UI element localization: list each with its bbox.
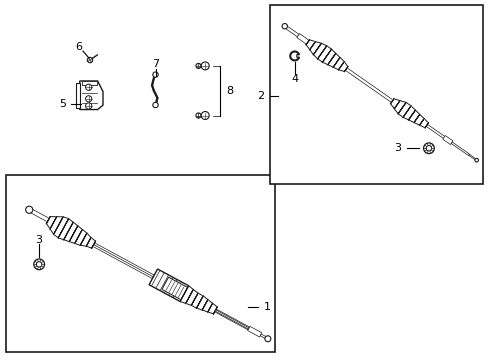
Text: 8: 8 bbox=[226, 86, 233, 96]
Bar bbox=[6, 175, 275, 352]
Circle shape bbox=[34, 259, 45, 270]
Polygon shape bbox=[328, 53, 336, 65]
Polygon shape bbox=[196, 296, 203, 308]
Polygon shape bbox=[247, 327, 262, 337]
Circle shape bbox=[87, 57, 93, 63]
Polygon shape bbox=[186, 289, 193, 303]
Polygon shape bbox=[306, 40, 310, 45]
Polygon shape bbox=[414, 114, 420, 122]
Polygon shape bbox=[344, 67, 348, 72]
Polygon shape bbox=[58, 219, 69, 238]
Polygon shape bbox=[419, 119, 424, 125]
Polygon shape bbox=[403, 106, 411, 117]
Polygon shape bbox=[47, 217, 50, 224]
Text: 6: 6 bbox=[75, 42, 82, 52]
Circle shape bbox=[86, 103, 92, 109]
Polygon shape bbox=[398, 103, 406, 114]
Text: 5: 5 bbox=[59, 99, 66, 109]
Circle shape bbox=[475, 158, 478, 162]
Polygon shape bbox=[310, 41, 316, 50]
Polygon shape bbox=[306, 40, 348, 72]
Text: 7: 7 bbox=[152, 59, 159, 69]
Circle shape bbox=[201, 62, 209, 70]
Polygon shape bbox=[260, 334, 269, 339]
Text: 3: 3 bbox=[36, 234, 43, 244]
Polygon shape bbox=[28, 208, 49, 222]
Text: 1: 1 bbox=[264, 302, 271, 312]
Polygon shape bbox=[86, 238, 91, 246]
Polygon shape bbox=[391, 99, 394, 104]
Circle shape bbox=[25, 206, 33, 213]
Polygon shape bbox=[149, 269, 189, 301]
Text: 4: 4 bbox=[291, 74, 298, 84]
Polygon shape bbox=[80, 81, 103, 109]
Circle shape bbox=[265, 336, 271, 342]
Polygon shape bbox=[75, 229, 82, 243]
Polygon shape bbox=[69, 226, 78, 242]
Polygon shape bbox=[80, 233, 87, 245]
Polygon shape bbox=[322, 49, 332, 62]
Text: 2: 2 bbox=[257, 91, 264, 101]
Text: 3: 3 bbox=[394, 143, 401, 153]
Polygon shape bbox=[314, 43, 321, 55]
Polygon shape bbox=[339, 62, 344, 70]
Polygon shape bbox=[162, 277, 188, 300]
Polygon shape bbox=[426, 124, 447, 140]
Polygon shape bbox=[345, 68, 393, 103]
Polygon shape bbox=[54, 217, 63, 234]
Polygon shape bbox=[214, 307, 217, 314]
Circle shape bbox=[196, 113, 201, 118]
Circle shape bbox=[201, 112, 209, 120]
Polygon shape bbox=[64, 222, 73, 240]
Circle shape bbox=[426, 145, 432, 151]
Polygon shape bbox=[82, 81, 97, 85]
Bar bbox=[270, 5, 483, 184]
Polygon shape bbox=[180, 286, 217, 314]
Polygon shape bbox=[284, 25, 299, 37]
Polygon shape bbox=[318, 46, 327, 59]
Polygon shape bbox=[192, 293, 198, 305]
Polygon shape bbox=[409, 110, 416, 120]
Circle shape bbox=[153, 72, 158, 77]
Polygon shape bbox=[394, 100, 400, 109]
Circle shape bbox=[153, 102, 158, 108]
Polygon shape bbox=[297, 33, 309, 44]
Polygon shape bbox=[180, 286, 189, 301]
Circle shape bbox=[282, 23, 288, 29]
Polygon shape bbox=[391, 99, 428, 128]
Polygon shape bbox=[50, 217, 57, 229]
Polygon shape bbox=[333, 58, 340, 67]
Polygon shape bbox=[93, 243, 154, 279]
Polygon shape bbox=[92, 241, 96, 248]
Polygon shape bbox=[443, 136, 453, 145]
Circle shape bbox=[86, 96, 92, 102]
Circle shape bbox=[423, 143, 434, 154]
Polygon shape bbox=[76, 83, 80, 108]
Circle shape bbox=[36, 262, 42, 267]
Circle shape bbox=[86, 84, 92, 90]
Polygon shape bbox=[215, 310, 249, 329]
Polygon shape bbox=[208, 303, 213, 312]
Polygon shape bbox=[202, 300, 208, 310]
Circle shape bbox=[196, 63, 201, 68]
Polygon shape bbox=[47, 217, 96, 248]
Polygon shape bbox=[215, 309, 249, 330]
Polygon shape bbox=[468, 154, 477, 161]
Polygon shape bbox=[451, 142, 469, 156]
Polygon shape bbox=[425, 123, 428, 128]
